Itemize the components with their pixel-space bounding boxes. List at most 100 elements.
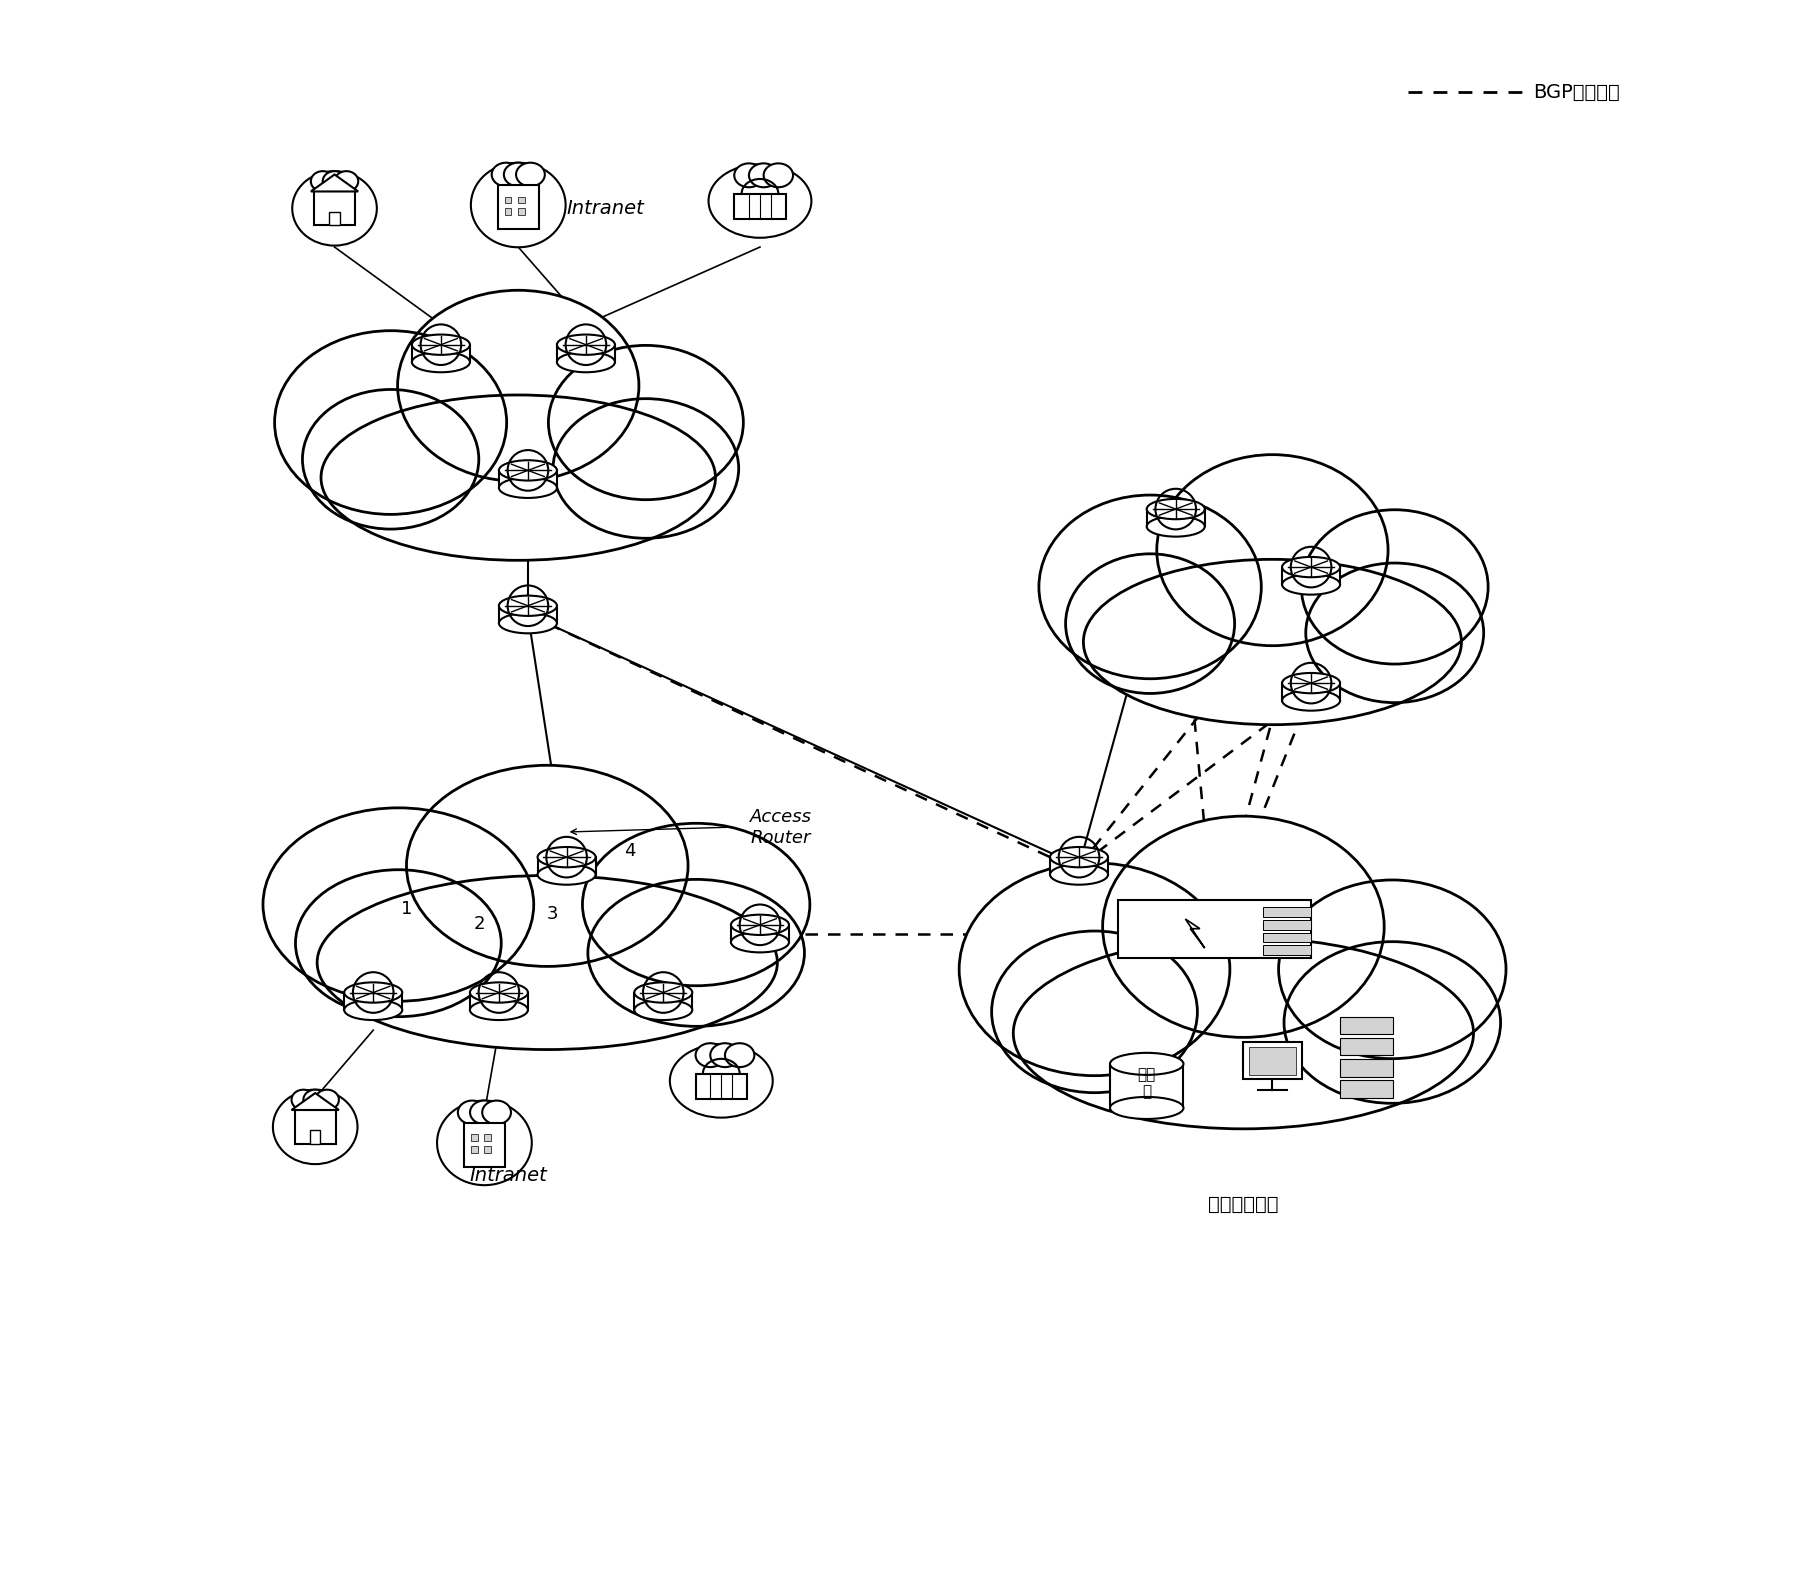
Ellipse shape: [695, 1044, 726, 1068]
Ellipse shape: [295, 871, 501, 1017]
Ellipse shape: [481, 1101, 510, 1124]
Bar: [731, 924, 789, 941]
Ellipse shape: [471, 1000, 529, 1020]
Ellipse shape: [500, 460, 557, 481]
Text: Access
Router: Access Router: [751, 807, 813, 847]
Ellipse shape: [304, 1090, 328, 1110]
Text: BGP采集会话: BGP采集会话: [1533, 84, 1620, 103]
Ellipse shape: [320, 394, 715, 560]
Bar: [498, 185, 539, 229]
Bar: [500, 606, 557, 623]
Ellipse shape: [1050, 847, 1108, 867]
Bar: [505, 208, 512, 214]
Bar: [344, 992, 402, 1009]
Text: Intranet: Intranet: [567, 199, 644, 218]
Ellipse shape: [1305, 563, 1484, 703]
Bar: [471, 1146, 478, 1153]
Ellipse shape: [557, 334, 615, 355]
Bar: [1281, 568, 1339, 585]
Ellipse shape: [500, 478, 557, 498]
Ellipse shape: [749, 164, 778, 188]
Text: 1: 1: [402, 900, 413, 918]
Ellipse shape: [315, 1090, 338, 1110]
Ellipse shape: [413, 352, 471, 372]
Ellipse shape: [471, 162, 567, 248]
Ellipse shape: [344, 1000, 402, 1020]
Bar: [735, 194, 786, 219]
Ellipse shape: [1281, 691, 1339, 711]
Bar: [538, 858, 595, 875]
Ellipse shape: [317, 875, 776, 1050]
Text: 4: 4: [624, 842, 635, 861]
Bar: [471, 992, 529, 1009]
Ellipse shape: [634, 982, 691, 1003]
Bar: [1148, 509, 1205, 527]
Ellipse shape: [471, 982, 529, 1003]
Bar: [695, 1074, 748, 1099]
Ellipse shape: [407, 765, 688, 967]
Ellipse shape: [1110, 1053, 1184, 1076]
Bar: [1263, 945, 1310, 954]
Bar: [1339, 1038, 1394, 1055]
Bar: [1243, 1042, 1301, 1079]
Ellipse shape: [500, 613, 557, 634]
Bar: [1263, 932, 1310, 941]
Bar: [1050, 858, 1108, 875]
Ellipse shape: [273, 1090, 358, 1164]
Bar: [1281, 683, 1339, 700]
Ellipse shape: [1157, 454, 1388, 645]
Bar: [1119, 900, 1310, 957]
Ellipse shape: [344, 982, 402, 1003]
Ellipse shape: [302, 390, 480, 530]
Bar: [1263, 907, 1310, 918]
Ellipse shape: [634, 1000, 691, 1020]
Ellipse shape: [1281, 557, 1339, 577]
Ellipse shape: [588, 880, 804, 1027]
Ellipse shape: [516, 162, 545, 186]
Ellipse shape: [275, 331, 507, 514]
Ellipse shape: [992, 930, 1198, 1093]
Ellipse shape: [291, 1090, 315, 1110]
Bar: [557, 345, 615, 363]
Text: 数据
库: 数据 库: [1138, 1068, 1157, 1099]
Bar: [1263, 919, 1310, 930]
Bar: [505, 197, 512, 203]
Text: Intranet: Intranet: [471, 1165, 547, 1184]
Ellipse shape: [398, 290, 639, 481]
Ellipse shape: [1278, 880, 1506, 1058]
Bar: [471, 1134, 478, 1142]
Ellipse shape: [1148, 516, 1205, 536]
Ellipse shape: [1281, 673, 1339, 694]
Ellipse shape: [1148, 498, 1205, 519]
Bar: [1249, 1047, 1296, 1076]
Ellipse shape: [436, 1101, 532, 1186]
Polygon shape: [291, 1093, 338, 1110]
Ellipse shape: [735, 164, 764, 188]
Ellipse shape: [670, 1044, 773, 1118]
Ellipse shape: [471, 1101, 500, 1124]
Bar: [463, 1123, 505, 1167]
Ellipse shape: [710, 1044, 740, 1068]
Ellipse shape: [1301, 509, 1488, 664]
Ellipse shape: [708, 164, 811, 238]
Ellipse shape: [731, 932, 789, 953]
Ellipse shape: [413, 334, 471, 355]
Ellipse shape: [503, 162, 532, 186]
Bar: [500, 470, 557, 487]
Ellipse shape: [1050, 864, 1108, 885]
Bar: [634, 992, 691, 1009]
Bar: [329, 211, 340, 226]
Ellipse shape: [764, 164, 793, 188]
Ellipse shape: [548, 345, 744, 500]
Bar: [1339, 1080, 1394, 1098]
Ellipse shape: [1110, 1098, 1184, 1120]
Ellipse shape: [554, 399, 738, 538]
Bar: [485, 1134, 491, 1142]
Ellipse shape: [1283, 941, 1500, 1104]
Ellipse shape: [1281, 574, 1339, 595]
Ellipse shape: [1066, 554, 1234, 694]
Ellipse shape: [291, 172, 376, 246]
Ellipse shape: [335, 172, 358, 191]
Bar: [518, 208, 525, 214]
Ellipse shape: [1014, 937, 1473, 1129]
